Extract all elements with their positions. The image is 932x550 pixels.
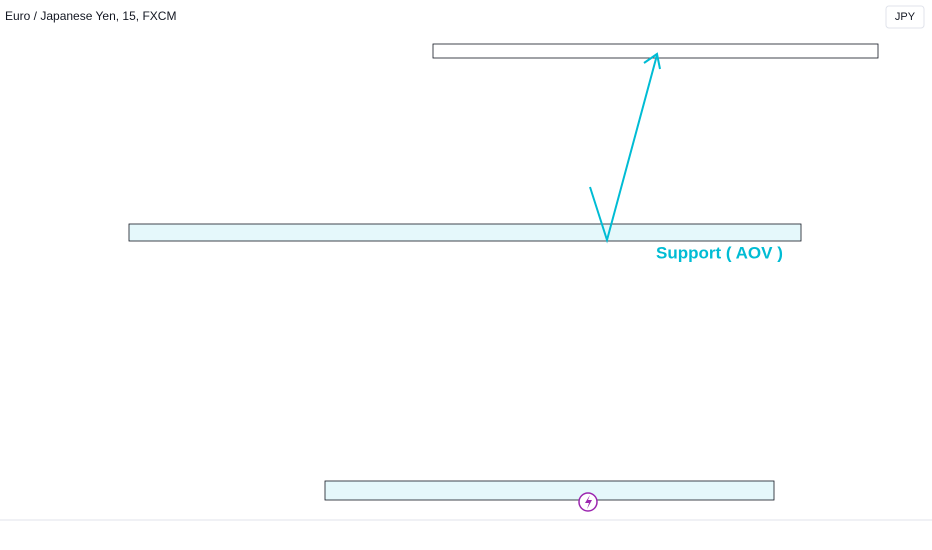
price-axis: JPY: [879, 0, 932, 550]
chart-title: Euro / Japanese Yen, 15, FXCM: [5, 9, 176, 23]
projection-arrow: [589, 54, 658, 244]
arrow-head: [643, 52, 661, 70]
currency-button[interactable]: [885, 5, 925, 29]
drawings: Support ( AOV ) Euro / Japanese Yen, 15,…: [5, 9, 879, 512]
annotation: Support ( AOV ): [656, 243, 783, 262]
currency: JPY: [895, 11, 916, 23]
demand-zone: [324, 480, 775, 501]
support-zone: [128, 223, 802, 242]
lightning: [585, 495, 592, 509]
axis-bg: [879, 0, 932, 550]
